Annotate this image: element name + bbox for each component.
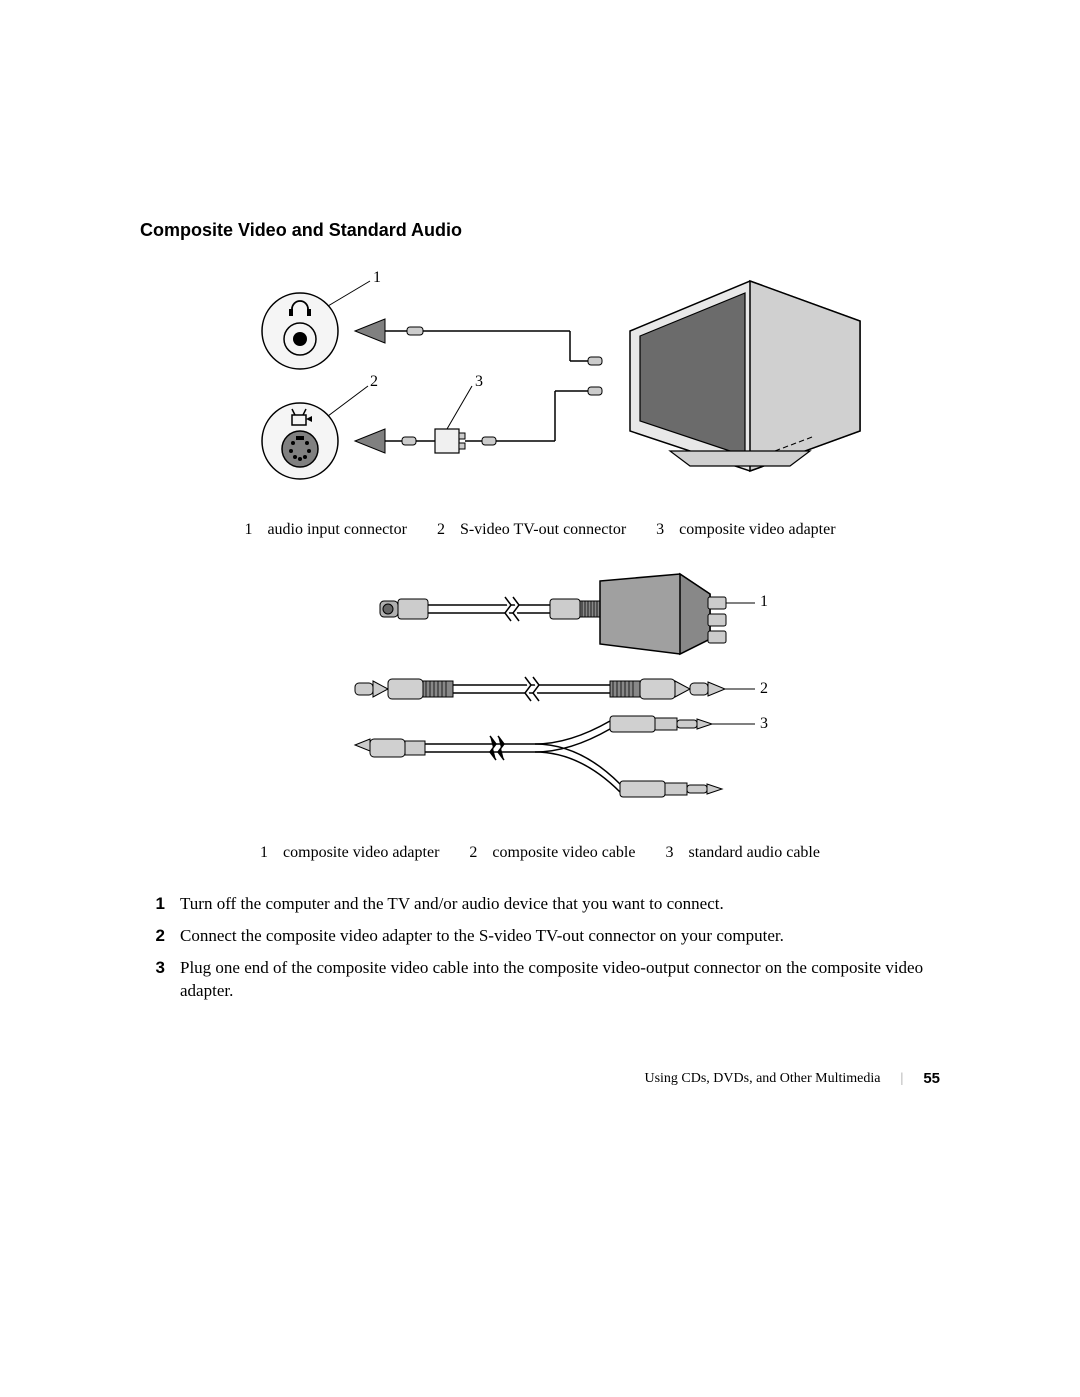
step: 3 Plug one end of the composite video ca… <box>150 956 940 1004</box>
page-footer: Using CDs, DVDs, and Other Multimedia | … <box>644 1070 940 1087</box>
footer-chapter: Using CDs, DVDs, and Other Multimedia <box>644 1071 880 1087</box>
instruction-steps: 1 Turn off the computer and the TV and/o… <box>140 892 940 1003</box>
cable-diagram: 1 2 3 <box>280 569 800 819</box>
legend-text: composite video adapter <box>679 521 835 539</box>
callout-2b: 2 <box>760 680 768 698</box>
legend-num: 3 <box>656 521 664 539</box>
callout-3: 3 <box>475 373 483 391</box>
legend-text: audio input connector <box>267 521 407 539</box>
callout-1: 1 <box>373 269 381 287</box>
step-number: 3 <box>150 956 165 1004</box>
legend-item: 1 audio input connector <box>244 521 407 539</box>
legend-item: 2 composite video cable <box>469 844 635 862</box>
step-text: Plug one end of the composite video cabl… <box>180 956 940 1004</box>
legend-num: 1 <box>244 521 252 539</box>
legend-num: 3 <box>665 844 673 862</box>
section-title: Composite Video and Standard Audio <box>140 220 940 241</box>
legend-item: 3 standard audio cable <box>665 844 820 862</box>
footer-separator: | <box>901 1071 904 1087</box>
footer-page-number: 55 <box>923 1070 940 1087</box>
legend-item: 2 S-video TV-out connector <box>437 521 626 539</box>
legend-1: 1 audio input connector 2 S-video TV-out… <box>140 521 940 539</box>
legend-text: standard audio cable <box>688 844 820 862</box>
callout-3b: 3 <box>760 715 768 733</box>
step-number: 1 <box>150 892 165 916</box>
callout-1b: 1 <box>760 593 768 611</box>
callout-2: 2 <box>370 373 378 391</box>
step-number: 2 <box>150 924 165 948</box>
legend-num: 1 <box>260 844 268 862</box>
legend-text: S-video TV-out connector <box>460 521 626 539</box>
step: 2 Connect the composite video adapter to… <box>150 924 940 948</box>
legend-2: 1 composite video adapter 2 composite vi… <box>140 844 940 862</box>
legend-item: 1 composite video adapter <box>260 844 439 862</box>
legend-item: 3 composite video adapter <box>656 521 835 539</box>
legend-num: 2 <box>469 844 477 862</box>
step-text: Turn off the computer and the TV and/or … <box>180 892 940 916</box>
step-text: Connect the composite video adapter to t… <box>180 924 940 948</box>
connection-diagram: 1 2 3 <box>210 261 870 491</box>
legend-text: composite video cable <box>492 844 635 862</box>
legend-text: composite video adapter <box>283 844 439 862</box>
step: 1 Turn off the computer and the TV and/o… <box>150 892 940 916</box>
legend-num: 2 <box>437 521 445 539</box>
